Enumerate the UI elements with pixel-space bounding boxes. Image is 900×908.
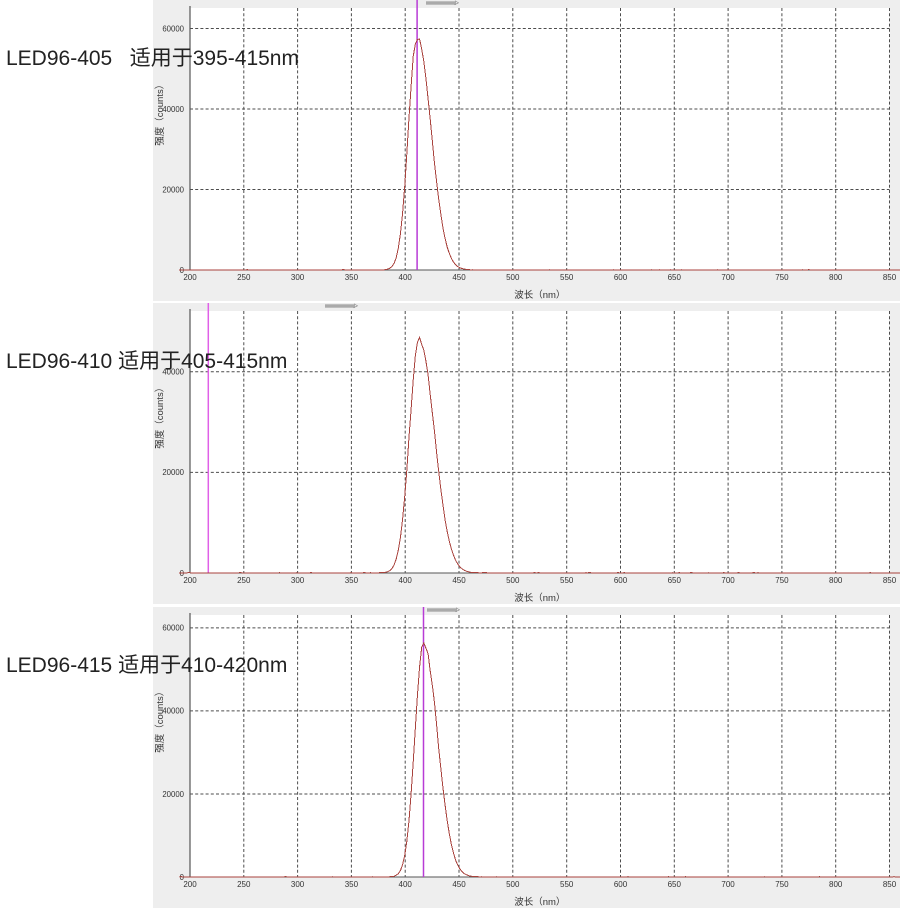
svg-text:600: 600 — [614, 576, 628, 585]
svg-text:550: 550 — [560, 273, 574, 282]
svg-text:550: 550 — [560, 880, 574, 889]
svg-text:250: 250 — [237, 273, 251, 282]
svg-text:700: 700 — [721, 576, 735, 585]
svg-text:800: 800 — [829, 576, 843, 585]
svg-text:300: 300 — [291, 273, 305, 282]
svg-text:550: 550 — [560, 576, 574, 585]
svg-text:20000: 20000 — [162, 468, 184, 477]
svg-text:250: 250 — [237, 576, 251, 585]
svg-text:强度（counts）: 强度（counts） — [154, 80, 166, 146]
svg-text:650: 650 — [668, 880, 682, 889]
svg-text:强度（counts）: 强度（counts） — [154, 383, 166, 449]
svg-text:60000: 60000 — [162, 24, 184, 33]
svg-text:500: 500 — [506, 273, 520, 282]
svg-text:850: 850 — [883, 576, 897, 585]
svg-text:750: 750 — [775, 576, 789, 585]
svg-text:300: 300 — [291, 576, 305, 585]
svg-text:450: 450 — [452, 880, 466, 889]
svg-text:650: 650 — [668, 576, 682, 585]
svg-text:600: 600 — [614, 880, 628, 889]
svg-text:850: 850 — [883, 880, 897, 889]
svg-text:700: 700 — [721, 880, 735, 889]
svg-text:850: 850 — [883, 273, 897, 282]
svg-text:450: 450 — [452, 576, 466, 585]
svg-text:300: 300 — [291, 880, 305, 889]
svg-text:350: 350 — [345, 273, 359, 282]
svg-text:波长（nm）: 波长（nm） — [514, 592, 565, 604]
svg-text:350: 350 — [345, 880, 359, 889]
svg-text:200: 200 — [183, 880, 197, 889]
svg-text:200: 200 — [183, 273, 197, 282]
svg-text:600: 600 — [614, 273, 628, 282]
svg-text:500: 500 — [506, 576, 520, 585]
svg-text:400: 400 — [399, 880, 413, 889]
svg-text:400: 400 — [399, 273, 413, 282]
svg-text:波长（nm）: 波长（nm） — [514, 289, 565, 301]
svg-text:20000: 20000 — [162, 185, 184, 194]
svg-text:800: 800 — [829, 880, 843, 889]
svg-text:800: 800 — [829, 273, 843, 282]
svg-text:450: 450 — [452, 273, 466, 282]
svg-text:波长（nm）: 波长（nm） — [514, 896, 565, 908]
svg-text:250: 250 — [237, 880, 251, 889]
svg-text:750: 750 — [775, 880, 789, 889]
svg-text:200: 200 — [183, 576, 197, 585]
svg-text:强度（counts）: 强度（counts） — [154, 687, 166, 753]
svg-text:60000: 60000 — [162, 624, 184, 633]
svg-text:20000: 20000 — [162, 790, 184, 799]
svg-text:650: 650 — [668, 273, 682, 282]
svg-text:400: 400 — [399, 576, 413, 585]
svg-text:350: 350 — [345, 576, 359, 585]
svg-text:700: 700 — [721, 273, 735, 282]
svg-text:500: 500 — [506, 880, 520, 889]
svg-text:750: 750 — [775, 273, 789, 282]
